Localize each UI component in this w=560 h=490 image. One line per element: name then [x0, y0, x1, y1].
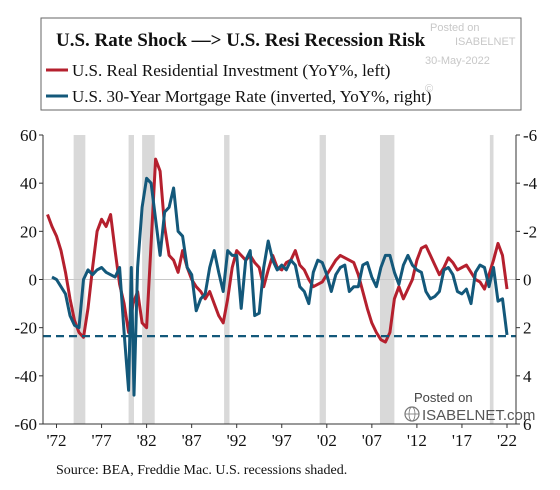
x-tick-label: '92: [227, 431, 247, 450]
right-tick-label: -6: [523, 126, 537, 145]
x-tick-label: '77: [92, 431, 113, 450]
globe-icon-meridian: [408, 406, 416, 422]
right-tick-label: -2: [523, 222, 537, 241]
title-legend-box: [40, 17, 522, 111]
x-tick-label: '72: [46, 431, 66, 450]
series-lines: [43, 157, 516, 397]
left-tick-label: 0: [29, 271, 38, 290]
x-tick-label: '02: [317, 431, 337, 450]
posted-on-label: Posted on: [414, 390, 473, 405]
right-tick-label: 4: [523, 367, 532, 386]
left-tick-label: -20: [14, 319, 37, 338]
left-tick-label: -60: [14, 415, 37, 434]
x-tick-label: '17: [452, 431, 473, 450]
left-tick-label: -40: [14, 367, 37, 386]
x-tick-label: '22: [497, 431, 517, 450]
right-tick-label: 6: [523, 415, 532, 434]
x-tick-label: '12: [407, 431, 427, 450]
left-tick-label: 40: [20, 174, 37, 193]
brand-label: ISABELNET.com: [422, 407, 535, 424]
watermark-date: 30-May-2022: [425, 55, 490, 67]
right-tick-label: 2: [523, 319, 532, 338]
legend-label-mortgage: U.S. 30-Year Mortgage Rate (inverted, Yo…: [72, 87, 431, 106]
legend-label-residential: U.S. Real Residential Investment (YoY%, …: [72, 61, 390, 80]
watermark-copyright: ©: [425, 83, 433, 95]
left-tick-label: 20: [20, 222, 37, 241]
x-tick-label: '97: [272, 431, 293, 450]
chart-title: U.S. Rate Shock —> U.S. Resi Recession R…: [56, 30, 426, 51]
x-tick-label: '82: [137, 431, 157, 450]
watermark-posted: Posted on: [430, 22, 480, 34]
watermark-brand: ISABELNET: [455, 36, 516, 48]
x-tick-label: '87: [182, 431, 203, 450]
left-tick-label: 60: [20, 126, 37, 145]
x-tick-label: '07: [362, 431, 383, 450]
axes: 6040200-20-40-60-6-4-20246'72'77'82'87'9…: [14, 126, 537, 450]
source-note: Source: BEA, Freddie Mac. U.S. recession…: [56, 463, 347, 478]
right-tick-label: 0: [523, 271, 532, 290]
series-line-2: [51, 176, 509, 397]
right-tick-label: -4: [523, 174, 538, 193]
